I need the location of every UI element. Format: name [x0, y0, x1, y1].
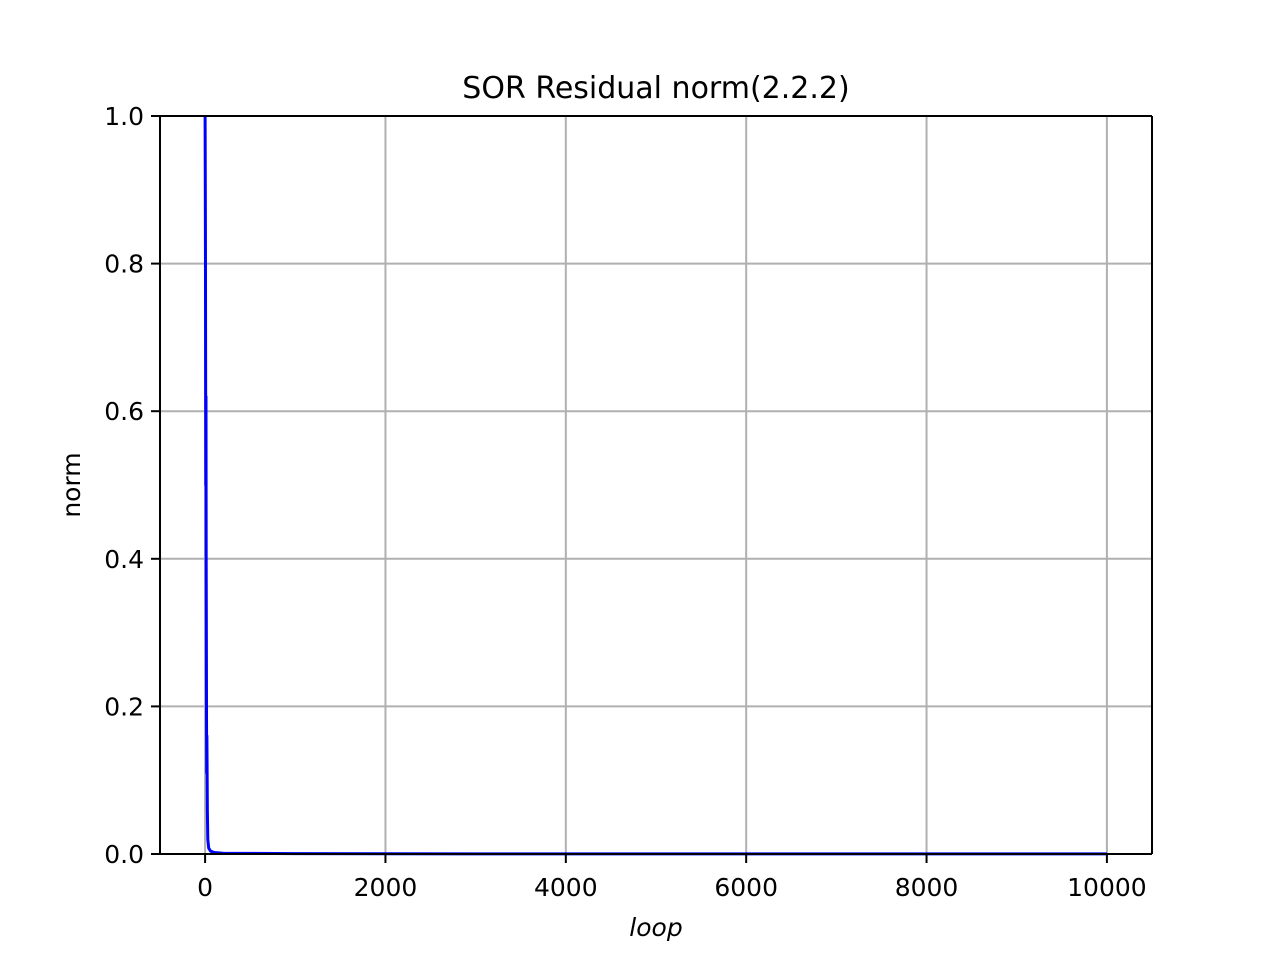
y-tick-label: 1.0: [104, 102, 144, 131]
x-axis-label: loop: [629, 913, 682, 942]
y-tick-label: 0.4: [104, 545, 144, 574]
y-axis-label: norm: [57, 452, 86, 517]
chart-title: SOR Residual norm(2.2.2): [462, 71, 849, 106]
x-tick-label: 4000: [534, 873, 598, 902]
x-tick-label: 2000: [354, 873, 418, 902]
y-tick-label: 0.2: [104, 692, 144, 721]
y-tick-label: 0.8: [104, 250, 144, 279]
plot-background: [160, 116, 1152, 854]
x-tick-label: 0: [197, 873, 213, 902]
y-tick-label: 0.0: [104, 840, 144, 869]
x-tick-label: 6000: [714, 873, 778, 902]
y-tick-label: 0.6: [104, 397, 144, 426]
x-tick-label: 8000: [895, 873, 959, 902]
x-tick-label: 10000: [1067, 873, 1147, 902]
